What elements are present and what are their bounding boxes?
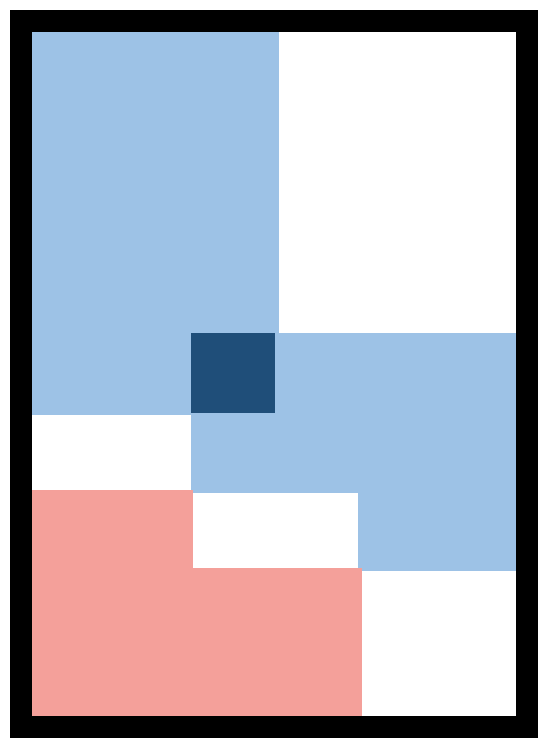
white-notch-block [193,493,358,568]
light-blue-block-lower-right [358,493,516,571]
salmon-block-bottom-left [32,490,193,716]
salmon-block-bottom-middle [191,568,362,716]
composition-area [32,32,516,716]
navy-square-block [191,333,275,413]
black-frame [10,10,538,738]
